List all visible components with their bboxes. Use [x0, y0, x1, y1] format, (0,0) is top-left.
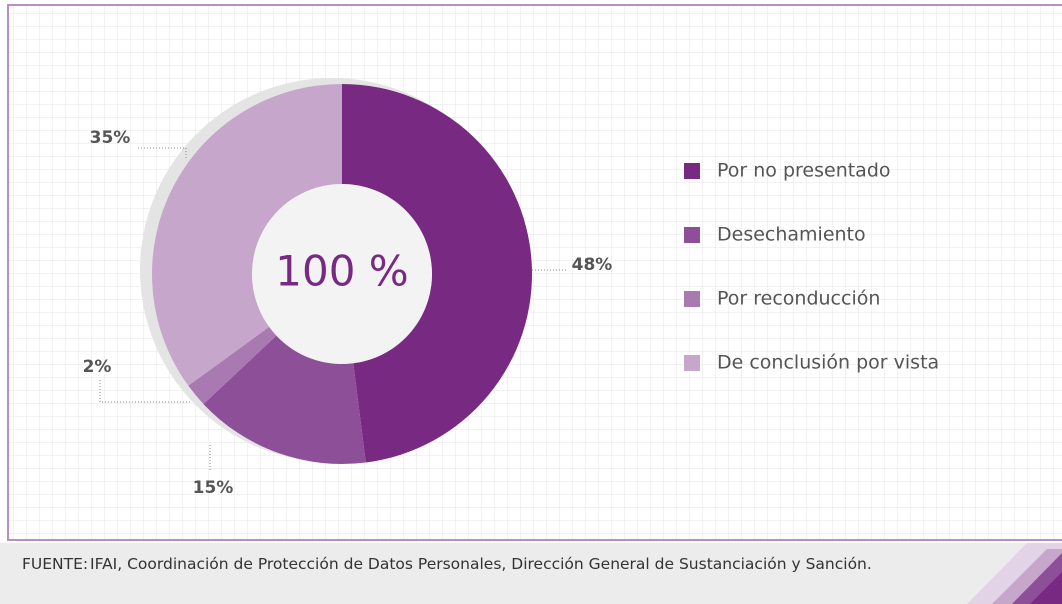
footer: FUENTE: IFAI, Coordinación de Protección… — [0, 543, 1062, 604]
donut-hole — [252, 184, 432, 364]
source-text: IFAI, Coordinación de Protección de Dato… — [90, 555, 872, 573]
donut-segment — [152, 84, 342, 386]
legend-label: Por no presentado — [717, 160, 891, 182]
data-label: 48% — [572, 255, 613, 275]
data-label: 15% — [193, 478, 234, 498]
legend-swatch — [684, 227, 700, 243]
legend-swatch — [684, 355, 700, 371]
data-label: 2% — [83, 357, 112, 377]
legend-swatch — [684, 291, 700, 307]
source-label: FUENTE: — [22, 555, 89, 573]
donut-segment — [188, 326, 277, 405]
source: FUENTE: IFAI, Coordinación de Protección… — [22, 553, 952, 575]
legend-label: Por reconducción — [717, 288, 880, 310]
legend-label: Desechamiento — [717, 224, 866, 246]
leader-line — [99, 380, 190, 403]
donut-segment — [203, 335, 366, 465]
chart: 48% Por no presentado 15% Desechamiento 2% Po… — [7, 4, 1062, 541]
leader-line — [138, 147, 187, 158]
donut-segment — [342, 84, 533, 463]
decoration — [967, 543, 1062, 604]
center-label: 100 % — [275, 247, 408, 296]
legend-swatch — [684, 163, 700, 179]
data-label: 35% — [90, 128, 131, 148]
legend-label: De conclusión por vista — [717, 352, 939, 374]
